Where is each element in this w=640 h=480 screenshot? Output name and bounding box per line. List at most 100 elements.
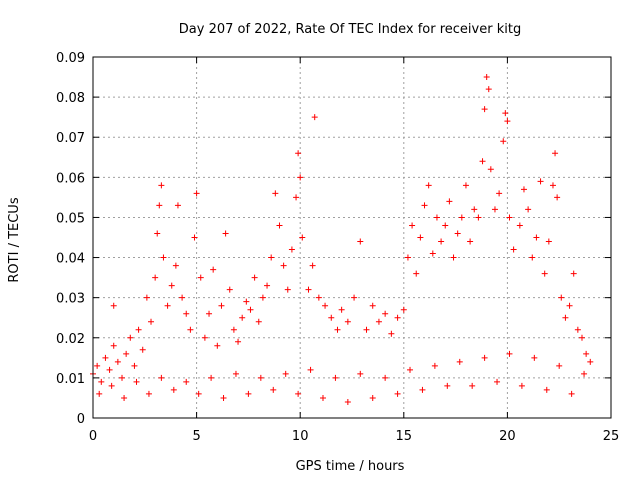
x-tick-label: 20	[499, 429, 516, 444]
data-point	[444, 382, 451, 389]
data-point	[328, 314, 335, 321]
data-point	[195, 390, 202, 397]
data-point	[419, 386, 426, 393]
data-point	[574, 326, 581, 333]
data-point	[311, 114, 318, 121]
data-point	[297, 174, 304, 181]
data-point	[533, 234, 540, 241]
y-tick-label: 0.01	[56, 372, 85, 387]
data-point	[183, 310, 190, 317]
data-point	[272, 190, 279, 197]
data-point	[131, 362, 138, 369]
data-point	[114, 358, 121, 365]
data-point	[230, 326, 237, 333]
data-point	[566, 302, 573, 309]
data-point	[156, 202, 163, 209]
data-point	[322, 302, 329, 309]
y-tick-label: 0.09	[56, 51, 85, 66]
data-point	[152, 274, 159, 281]
data-point	[525, 206, 532, 213]
data-point	[520, 186, 527, 193]
y-tick-label: 0	[77, 412, 85, 427]
data-point	[174, 202, 181, 209]
data-point	[110, 342, 117, 349]
data-point	[433, 214, 440, 221]
chart-title: Day 207 of 2022, Rate Of TEC Index for r…	[179, 22, 521, 37]
data-point	[529, 254, 536, 261]
data-point	[110, 302, 117, 309]
data-point	[295, 390, 302, 397]
data-point	[143, 294, 150, 301]
data-point	[431, 362, 438, 369]
data-point	[583, 350, 590, 357]
data-point	[462, 182, 469, 189]
data-point	[568, 390, 575, 397]
data-point	[206, 310, 213, 317]
data-point	[148, 318, 155, 325]
data-point	[369, 394, 376, 401]
data-point	[247, 306, 254, 313]
data-point	[421, 202, 428, 209]
data-point	[394, 390, 401, 397]
data-point	[210, 266, 217, 273]
y-tick-label: 0.03	[56, 292, 85, 307]
data-point	[506, 350, 513, 357]
data-point	[201, 334, 208, 341]
data-point	[197, 274, 204, 281]
data-point	[552, 150, 559, 157]
data-point	[332, 374, 339, 381]
data-point	[413, 270, 420, 277]
y-tick-label: 0.07	[56, 131, 85, 146]
data-point	[363, 326, 370, 333]
data-point	[214, 342, 221, 349]
data-point	[471, 206, 478, 213]
data-point	[232, 370, 239, 377]
data-point	[139, 346, 146, 353]
data-point	[208, 374, 215, 381]
data-point	[222, 230, 229, 237]
y-tick-label: 0.02	[56, 332, 85, 347]
data-point	[119, 374, 126, 381]
data-point	[276, 222, 283, 229]
data-point	[407, 366, 414, 373]
data-point	[98, 378, 105, 385]
data-point	[235, 338, 242, 345]
data-point	[496, 190, 503, 197]
data-point	[295, 150, 302, 157]
data-point	[108, 382, 115, 389]
data-point	[251, 274, 258, 281]
data-point	[344, 318, 351, 325]
data-point	[537, 178, 544, 185]
data-point	[442, 222, 449, 229]
data-point	[187, 326, 194, 333]
data-point	[556, 362, 563, 369]
data-point	[282, 370, 289, 377]
data-point	[239, 314, 246, 321]
data-point	[288, 246, 295, 253]
data-point	[319, 394, 326, 401]
data-point	[554, 194, 561, 201]
data-point	[541, 270, 548, 277]
y-axis-label: ROTI / TECUs	[7, 197, 22, 282]
data-point	[334, 326, 341, 333]
data-point	[164, 302, 171, 309]
x-tick-label: 25	[603, 429, 620, 444]
data-point	[344, 398, 351, 405]
data-point	[307, 366, 314, 373]
data-point	[284, 286, 291, 293]
data-point	[357, 238, 364, 245]
data-point	[545, 238, 552, 245]
data-point	[315, 294, 322, 301]
data-point	[154, 230, 161, 237]
data-point	[382, 374, 389, 381]
data-point	[549, 182, 556, 189]
data-point	[179, 294, 186, 301]
data-point	[494, 378, 501, 385]
data-point	[172, 262, 179, 269]
data-point	[506, 214, 513, 221]
data-point	[487, 166, 494, 173]
data-point	[96, 390, 103, 397]
data-point	[168, 282, 175, 289]
data-point	[404, 254, 411, 261]
